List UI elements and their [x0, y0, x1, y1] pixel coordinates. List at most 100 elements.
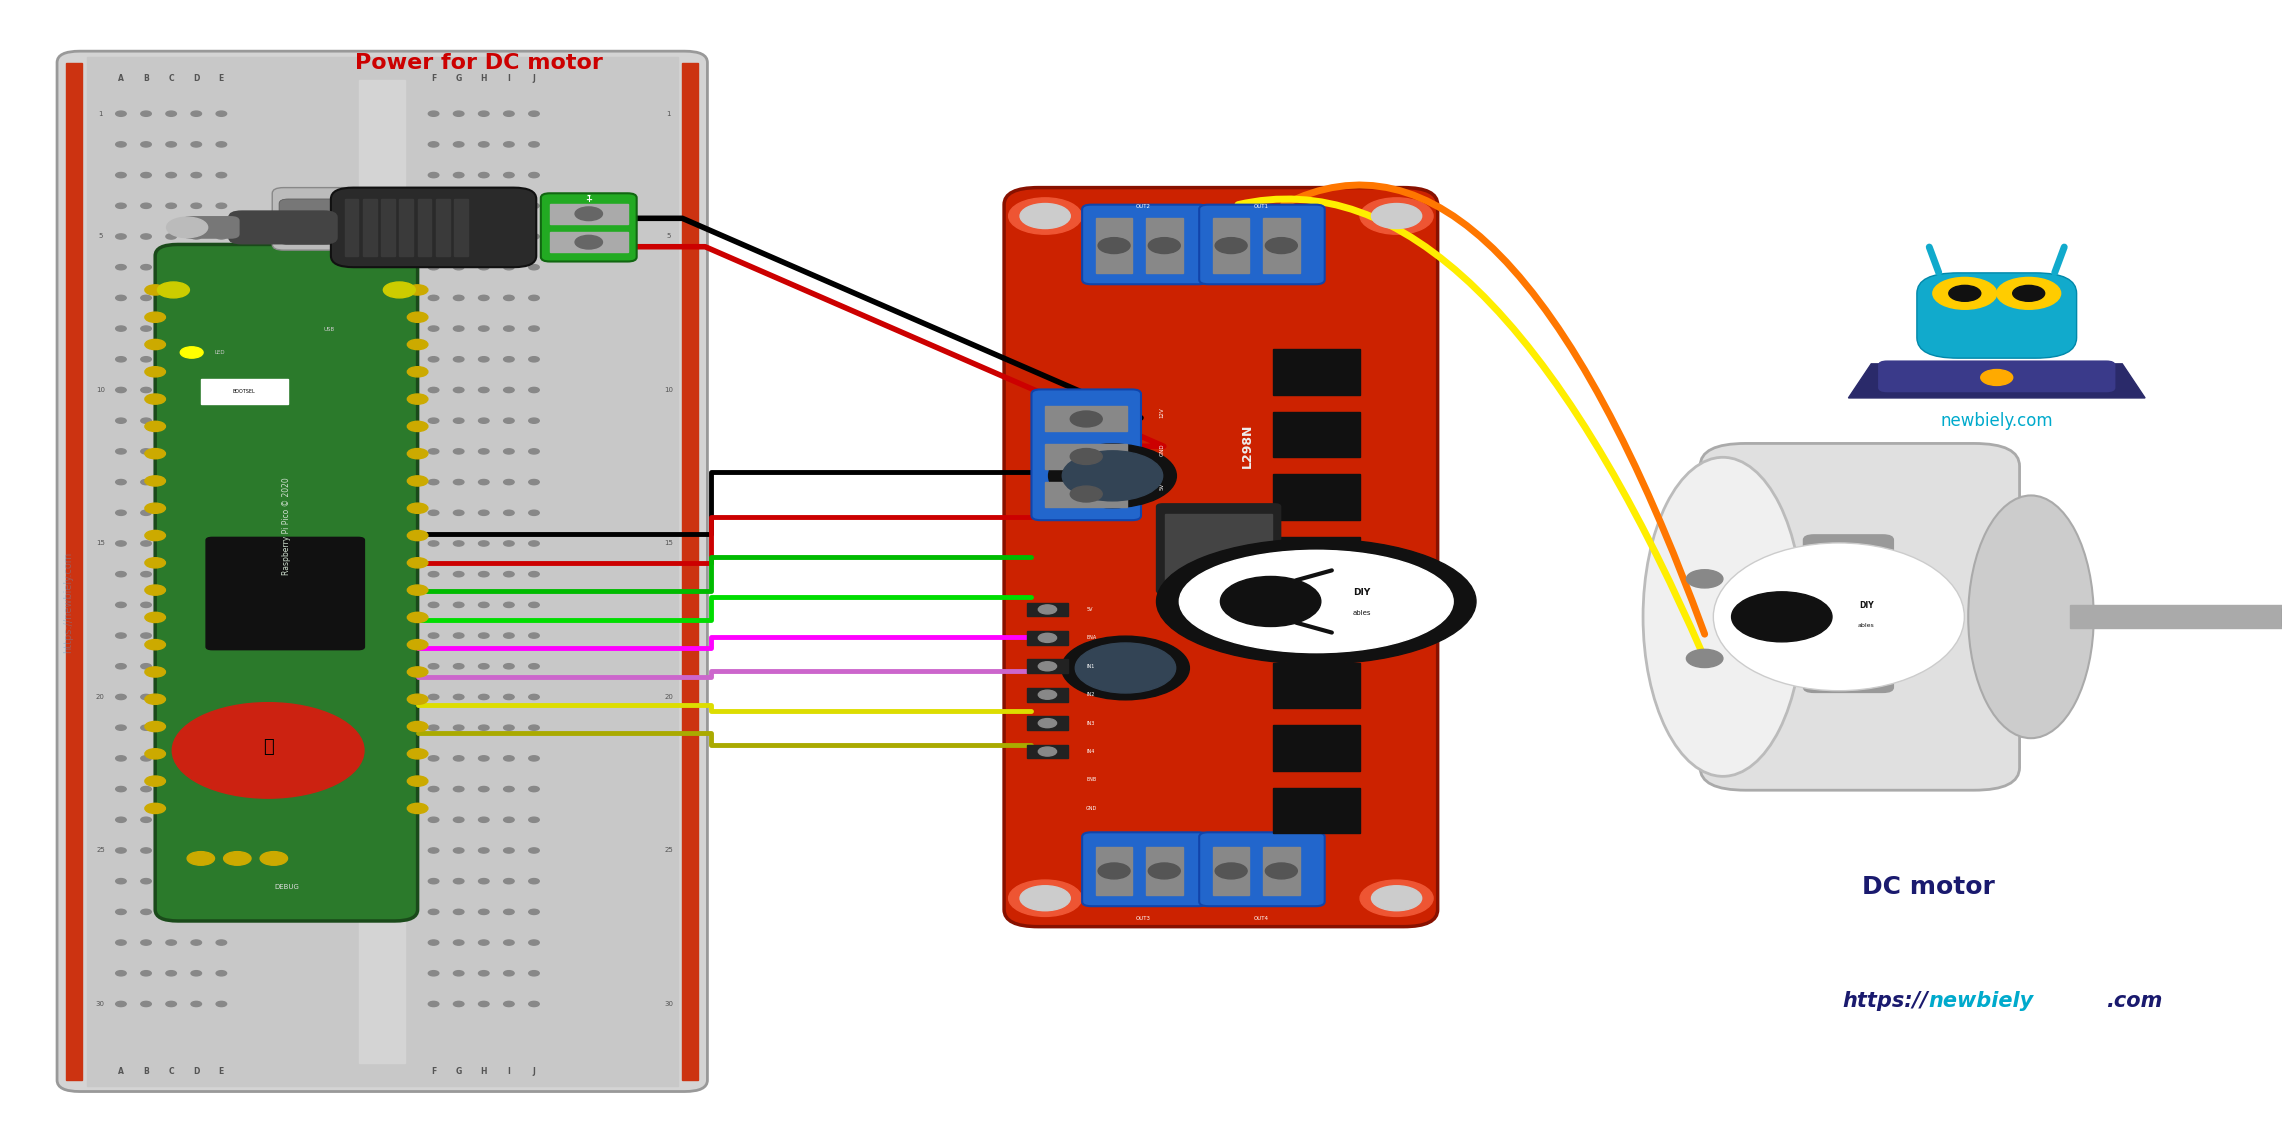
Circle shape: [192, 388, 201, 392]
Text: L298N: L298N: [1241, 424, 1253, 468]
Circle shape: [454, 603, 463, 607]
Circle shape: [217, 449, 226, 454]
Circle shape: [141, 204, 151, 208]
Text: E: E: [219, 1067, 224, 1076]
Text: 15: 15: [664, 540, 673, 547]
Circle shape: [529, 725, 539, 730]
FancyBboxPatch shape: [1198, 205, 1324, 284]
Circle shape: [429, 511, 438, 515]
Circle shape: [192, 695, 201, 699]
Circle shape: [429, 265, 438, 269]
Circle shape: [504, 296, 513, 300]
Text: ENB: ENB: [1086, 778, 1095, 782]
Bar: [399, 199, 413, 256]
Circle shape: [144, 422, 164, 432]
Circle shape: [479, 204, 488, 208]
Circle shape: [504, 480, 513, 484]
Circle shape: [479, 511, 488, 515]
Circle shape: [192, 910, 201, 914]
Circle shape: [406, 695, 427, 705]
Circle shape: [479, 910, 488, 914]
Circle shape: [429, 541, 438, 546]
Circle shape: [116, 296, 126, 300]
Circle shape: [529, 664, 539, 669]
Circle shape: [141, 633, 151, 638]
Circle shape: [454, 1002, 463, 1006]
Circle shape: [429, 818, 438, 822]
Circle shape: [141, 418, 151, 423]
Bar: [1045, 407, 1127, 432]
Circle shape: [144, 558, 164, 568]
Bar: [1027, 603, 1068, 616]
Circle shape: [575, 207, 602, 221]
Circle shape: [454, 111, 463, 116]
Bar: [363, 199, 377, 256]
Text: 5: 5: [98, 233, 103, 240]
Text: ables: ables: [1353, 609, 1371, 616]
Bar: [2070, 606, 2282, 629]
Circle shape: [479, 173, 488, 177]
Circle shape: [144, 367, 164, 377]
Circle shape: [454, 633, 463, 638]
Text: ENA: ENA: [1086, 636, 1095, 640]
Circle shape: [529, 695, 539, 699]
Circle shape: [504, 449, 513, 454]
Circle shape: [217, 388, 226, 392]
Circle shape: [167, 572, 176, 576]
Circle shape: [406, 531, 427, 541]
Circle shape: [429, 326, 438, 331]
Circle shape: [192, 1002, 201, 1006]
Circle shape: [116, 173, 126, 177]
FancyBboxPatch shape: [155, 244, 418, 921]
Circle shape: [144, 395, 164, 405]
Circle shape: [1949, 285, 1981, 301]
Circle shape: [141, 572, 151, 576]
FancyBboxPatch shape: [331, 188, 536, 267]
Circle shape: [479, 541, 488, 546]
Circle shape: [504, 848, 513, 853]
Circle shape: [504, 418, 513, 423]
Circle shape: [454, 541, 463, 546]
Circle shape: [217, 725, 226, 730]
Circle shape: [167, 296, 176, 300]
Circle shape: [406, 313, 427, 323]
Circle shape: [479, 848, 488, 853]
Circle shape: [383, 282, 415, 298]
Circle shape: [141, 971, 151, 976]
Circle shape: [1933, 277, 1997, 309]
Circle shape: [479, 388, 488, 392]
Text: newbiely: newbiely: [1928, 990, 2033, 1011]
Circle shape: [429, 296, 438, 300]
Circle shape: [192, 326, 201, 331]
Circle shape: [144, 449, 164, 459]
Circle shape: [529, 326, 539, 331]
Bar: [1146, 218, 1182, 273]
FancyBboxPatch shape: [1004, 188, 1438, 927]
Circle shape: [167, 204, 176, 208]
FancyBboxPatch shape: [1917, 273, 2077, 358]
Circle shape: [529, 418, 539, 423]
Circle shape: [479, 449, 488, 454]
Circle shape: [144, 749, 164, 760]
Circle shape: [529, 756, 539, 761]
Circle shape: [141, 725, 151, 730]
Bar: [550, 232, 628, 252]
Circle shape: [192, 204, 201, 208]
FancyArrowPatch shape: [1296, 571, 1333, 580]
Circle shape: [144, 586, 164, 596]
Circle shape: [144, 613, 164, 623]
Text: LED: LED: [215, 350, 226, 355]
Circle shape: [479, 603, 488, 607]
Circle shape: [1686, 649, 1723, 667]
Circle shape: [529, 1002, 539, 1006]
Text: IN3: IN3: [1086, 721, 1095, 725]
Circle shape: [192, 173, 201, 177]
Bar: [1212, 218, 1248, 273]
Circle shape: [529, 204, 539, 208]
Circle shape: [1038, 747, 1057, 756]
Circle shape: [1371, 204, 1422, 229]
Circle shape: [116, 234, 126, 239]
Text: BOOTSEL: BOOTSEL: [233, 389, 256, 393]
Ellipse shape: [1714, 543, 1965, 691]
Circle shape: [406, 558, 427, 568]
